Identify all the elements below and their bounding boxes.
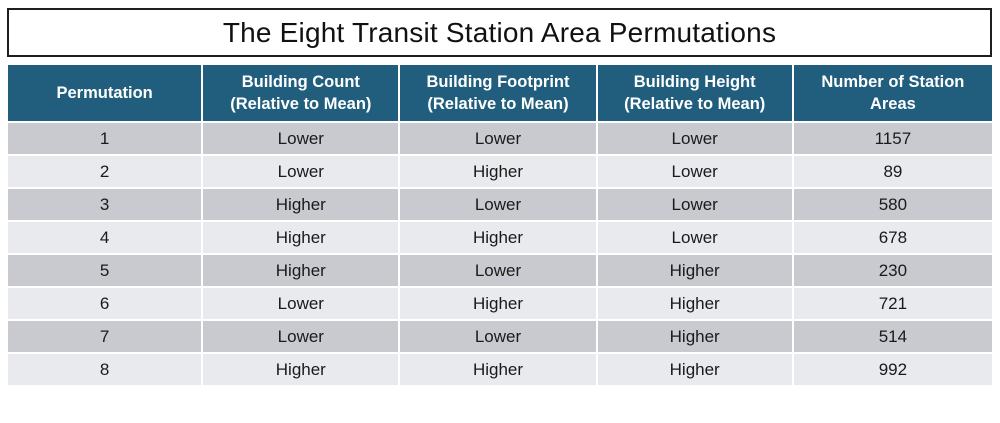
- table-header: Permutation Building Count (Relative to …: [5, 63, 995, 123]
- cell-permutation: 7: [5, 319, 204, 354]
- permutations-table: Permutation Building Count (Relative to …: [5, 63, 995, 387]
- cell-permutation: 3: [5, 187, 204, 222]
- cell-building-height: Lower: [595, 154, 794, 189]
- cell-permutation: 2: [5, 154, 204, 189]
- cell-station-areas: 1157: [791, 121, 995, 156]
- cell-station-areas: 721: [791, 286, 995, 321]
- cell-building-footprint: Higher: [398, 286, 598, 321]
- cell-building-footprint: Lower: [398, 319, 598, 354]
- cell-building-height: Higher: [595, 286, 794, 321]
- cell-building-height: Higher: [595, 352, 794, 387]
- table-row: 4 Higher Higher Lower 678: [5, 220, 995, 255]
- cell-building-footprint: Higher: [398, 154, 598, 189]
- cell-building-footprint: Lower: [398, 121, 598, 156]
- cell-building-count: Higher: [201, 253, 401, 288]
- title-box: The Eight Transit Station Area Permutati…: [7, 8, 992, 57]
- cell-station-areas: 89: [791, 154, 995, 189]
- table-row: 2 Lower Higher Lower 89: [5, 154, 995, 189]
- column-header-building-count: Building Count (Relative to Mean): [201, 63, 401, 123]
- table-row: 5 Higher Lower Higher 230: [5, 253, 995, 288]
- cell-station-areas: 992: [791, 352, 995, 387]
- table-row: 6 Lower Higher Higher 721: [5, 286, 995, 321]
- cell-station-areas: 678: [791, 220, 995, 255]
- column-header-permutation: Permutation: [5, 63, 204, 123]
- table-body: 1 Lower Lower Lower 1157 2 Lower Higher …: [5, 121, 995, 387]
- cell-building-height: Lower: [595, 220, 794, 255]
- cell-building-footprint: Higher: [398, 352, 598, 387]
- table-row: 7 Lower Lower Higher 514: [5, 319, 995, 354]
- cell-building-count: Lower: [201, 319, 401, 354]
- cell-building-count: Higher: [201, 352, 401, 387]
- cell-permutation: 8: [5, 352, 204, 387]
- cell-building-footprint: Lower: [398, 253, 598, 288]
- cell-building-count: Lower: [201, 154, 401, 189]
- cell-building-count: Higher: [201, 220, 401, 255]
- cell-building-count: Higher: [201, 187, 401, 222]
- table-row: 3 Higher Lower Lower 580: [5, 187, 995, 222]
- cell-building-count: Lower: [201, 286, 401, 321]
- cell-permutation: 5: [5, 253, 204, 288]
- table-row: 1 Lower Lower Lower 1157: [5, 121, 995, 156]
- column-header-building-height: Building Height (Relative to Mean): [595, 63, 794, 123]
- cell-building-height: Higher: [595, 253, 794, 288]
- cell-permutation: 4: [5, 220, 204, 255]
- column-header-building-footprint: Building Footprint (Relative to Mean): [398, 63, 598, 123]
- cell-permutation: 1: [5, 121, 204, 156]
- cell-building-footprint: Higher: [398, 220, 598, 255]
- cell-building-height: Lower: [595, 187, 794, 222]
- cell-station-areas: 580: [791, 187, 995, 222]
- cell-building-height: Lower: [595, 121, 794, 156]
- cell-permutation: 6: [5, 286, 204, 321]
- table-row: 8 Higher Higher Higher 992: [5, 352, 995, 387]
- cell-building-height: Higher: [595, 319, 794, 354]
- cell-building-count: Lower: [201, 121, 401, 156]
- cell-station-areas: 230: [791, 253, 995, 288]
- cell-station-areas: 514: [791, 319, 995, 354]
- cell-building-footprint: Lower: [398, 187, 598, 222]
- column-header-station-areas: Number of Station Areas: [791, 63, 995, 123]
- page-title: The Eight Transit Station Area Permutati…: [222, 16, 777, 48]
